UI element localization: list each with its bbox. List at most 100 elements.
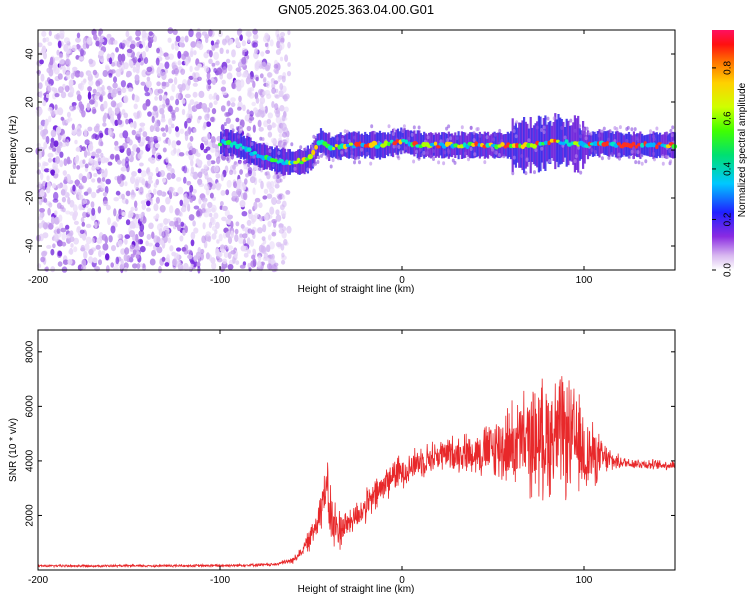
spectrogram-noise-cell [39, 59, 44, 65]
spectrogram-noise-cell [284, 93, 290, 100]
spectrogram-noise-cell [210, 216, 215, 224]
spectrogram-noise-cell [46, 67, 52, 74]
spectrogram-noise-cell [67, 258, 73, 266]
spectrogram-signal-scatter [447, 124, 451, 129]
spectrogram-noise-cell [188, 214, 195, 221]
spectrogram-noise-cell [94, 153, 100, 158]
spectrogram-noise-cell [107, 127, 112, 136]
spectrogram-noise-cell [229, 124, 235, 130]
spectrogram-noise-cell [252, 42, 258, 48]
spectrogram-noise-cell [132, 56, 138, 64]
spectrogram-x-tick-label: 100 [576, 275, 593, 286]
spectrogram-noise-cell [243, 245, 249, 252]
spectrogram-noise-cell [267, 112, 273, 119]
spectrogram-signal-scatter [524, 171, 528, 176]
spectrogram-noise-cell [124, 247, 130, 255]
spectrogram-signal-core [392, 141, 398, 146]
spectrogram-noise-cell [97, 85, 101, 93]
spectrogram-noise-cell [179, 199, 184, 206]
spectrogram-noise-cell [151, 115, 155, 124]
spectrogram-noise-cell [251, 101, 256, 107]
spectrogram-noise-cell [106, 85, 112, 91]
spectrogram-noise-cell [137, 168, 142, 174]
spectrogram-signal-scatter [353, 135, 356, 140]
spectrogram-noise-cell [123, 95, 129, 104]
spectrogram-noise-cell [287, 41, 291, 49]
spectrogram-noise-cell [91, 134, 96, 140]
spectrogram-signal-scatter [665, 131, 669, 136]
spectrogram-signal-scatter [397, 145, 401, 149]
spectrogram-noise-cell [164, 55, 170, 60]
spectrogram-noise-cell [53, 62, 58, 69]
spectrogram-noise-cell [208, 93, 213, 100]
spectrogram-noise-cell [76, 226, 81, 231]
spectrogram-noise-cell [61, 196, 66, 203]
spectrogram-noise-cell [220, 173, 224, 182]
spectrogram-noise-cell [267, 220, 272, 228]
spectrogram-noise-cell [274, 108, 280, 114]
spectrogram-noise-cell [69, 105, 73, 110]
spectrogram-noise-cell [125, 156, 130, 164]
spectrogram-noise-cell [193, 128, 197, 133]
spectrogram-noise-cell [173, 76, 178, 85]
spectrogram-noise-cell [121, 53, 126, 62]
spectrogram-noise-cell [132, 218, 139, 224]
spectrogram-y-tick-label: -20 [25, 190, 36, 205]
spectrogram-noise-cell [161, 256, 166, 262]
spectrogram-signal-core [671, 144, 678, 149]
spectrogram-noise-cell [187, 78, 191, 86]
spectrogram-signal-scatter [432, 149, 436, 153]
spectrogram-signal-scatter [640, 153, 644, 158]
spectrogram-noise-cell [197, 76, 202, 82]
spectrogram-noise-cell [117, 176, 122, 185]
spectrogram-noise-cell [90, 191, 97, 199]
spectrogram-signal-core [383, 140, 389, 146]
spectrogram-noise-cell [226, 100, 231, 107]
spectrogram-noise-cell [110, 153, 115, 160]
spectrogram-noise-cell [190, 239, 195, 247]
spectrogram-signal-scatter [560, 126, 564, 130]
spectrogram-noise-cell [76, 94, 82, 102]
spectrogram-signal-scatter [525, 157, 529, 162]
spectrogram-noise-cell [149, 258, 156, 266]
spectrogram-signal-scatter [670, 133, 674, 138]
spectrogram-noise-cell [38, 222, 43, 229]
spectrogram-noise-cell [145, 80, 152, 88]
spectrogram-noise-cell [214, 151, 219, 158]
spectrogram-noise-cell [266, 173, 271, 180]
spectrogram-signal-scatter [432, 157, 435, 161]
spectrogram-signal-scatter [636, 138, 640, 143]
spectrogram-noise-cell [73, 246, 78, 253]
spectrogram-signal-scatter [520, 154, 524, 158]
spectrogram-noise-cell [213, 212, 219, 219]
spectrogram-signal-scatter [491, 147, 495, 152]
spectrogram-noise-cell [135, 36, 141, 41]
spectrogram-noise-cell [219, 47, 224, 54]
spectrogram-noise-cell [56, 240, 63, 247]
spectrogram-noise-cell [86, 172, 90, 180]
spectrogram-noise-cell [211, 108, 217, 115]
spectrogram-signal-scatter [652, 134, 656, 139]
spectrogram-noise-cell [222, 258, 228, 265]
spectrogram-noise-cell [246, 125, 252, 132]
spectrogram-noise-cell [168, 78, 174, 84]
spectrogram-signal-scatter [655, 126, 659, 131]
spectrogram-noise-cell [40, 256, 46, 263]
spectrogram-noise-cell [159, 50, 164, 57]
spectrogram-noise-cell [96, 157, 101, 162]
spectrogram-noise-cell [138, 176, 145, 184]
spectrogram-noise-cell [124, 234, 131, 240]
spectrogram-noise-cell [211, 262, 217, 270]
spectrogram-noise-cell [79, 229, 85, 234]
spectrogram-noise-cell [242, 104, 246, 112]
spectrogram-noise-cell [129, 60, 134, 69]
spectrogram-noise-cell [77, 188, 82, 195]
spectrogram-noise-cell [117, 233, 122, 239]
spectrogram-noise-cell [125, 30, 130, 38]
spectrogram-noise-cell [141, 51, 147, 59]
spectrogram-noise-cell [70, 243, 74, 248]
snr-y-tick-label: 2000 [25, 504, 36, 527]
spectrogram-noise-cell [53, 191, 59, 201]
spectrogram-noise-cell [46, 93, 50, 99]
spectrogram-noise-cell [208, 29, 213, 37]
